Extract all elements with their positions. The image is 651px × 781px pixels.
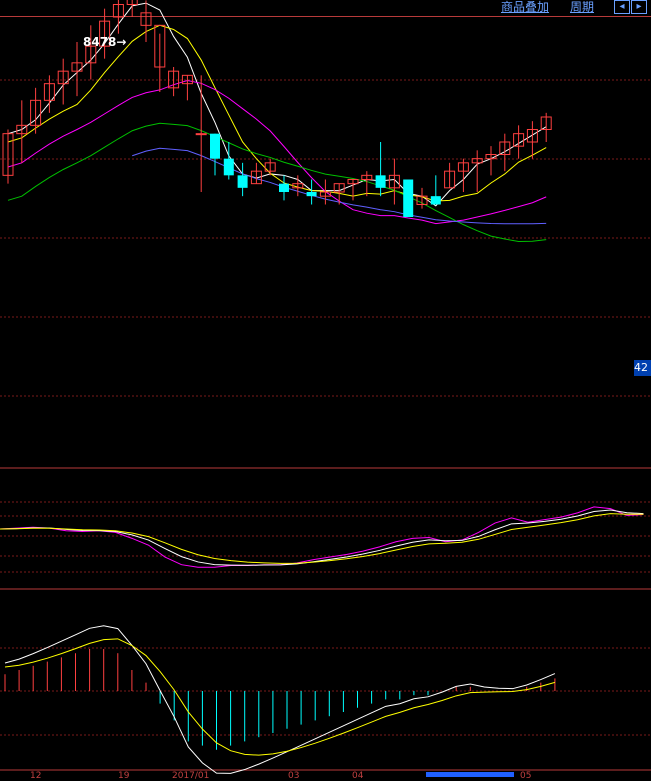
candle-up — [292, 183, 304, 189]
candle-up — [319, 191, 331, 197]
candle-down — [403, 179, 414, 217]
candle-up — [2, 133, 14, 176]
kdj-indicator — [0, 506, 644, 568]
date-label: 12 — [30, 771, 42, 781]
candle-up — [540, 116, 552, 130]
ma20-line — [7, 80, 547, 225]
candle-up — [85, 45, 97, 64]
candle-up — [499, 141, 511, 155]
kdj-k-line — [0, 509, 644, 566]
date-label: 2017/01 — [172, 771, 210, 781]
candle-up — [416, 195, 428, 206]
kdj-j-line — [0, 506, 644, 568]
candle-up — [181, 74, 193, 85]
macd-indicator — [4, 625, 556, 774]
candle-up — [333, 183, 345, 193]
arrow-right-icon[interactable]: ▸ — [631, 0, 647, 14]
arrow-left-icon[interactable]: ◂ — [614, 0, 630, 14]
candle-up — [457, 162, 469, 172]
candle-up — [485, 154, 497, 160]
candle-up — [195, 133, 207, 136]
top-toolbar — [0, 0, 651, 17]
price-axis-label: 42 — [634, 360, 651, 376]
candle-up — [126, 0, 138, 5]
candle-up — [57, 70, 69, 85]
ma5-line — [7, 2, 547, 207]
candle-down — [306, 192, 317, 197]
candle-down — [223, 158, 234, 176]
date-label: 04 — [352, 771, 364, 781]
candle-up — [444, 170, 456, 189]
candle-up — [16, 124, 28, 135]
candle-up — [264, 162, 276, 172]
candle-up — [140, 12, 152, 26]
candle-down — [375, 175, 386, 188]
candle-up — [30, 99, 42, 126]
candle-up — [71, 62, 83, 72]
candle-up — [471, 158, 483, 164]
candle-up — [361, 174, 373, 180]
macd-dea-line — [4, 638, 556, 756]
peak-price-label: 8478→ — [83, 35, 127, 49]
period-link[interactable]: 周期 — [570, 0, 595, 14]
candlestick-series — [2, 0, 552, 217]
candle-up — [112, 4, 124, 18]
ma30-line — [7, 122, 547, 242]
candle-down — [237, 175, 248, 188]
candle-up — [388, 174, 400, 189]
candle-up — [154, 24, 166, 68]
date-label: 03 — [288, 771, 300, 781]
candle-down — [210, 133, 220, 159]
date-label: 19 — [118, 771, 130, 781]
candle-up — [99, 20, 111, 47]
ma10-line — [7, 24, 547, 202]
date-cursor-highlight — [426, 772, 514, 777]
candle-up — [168, 70, 180, 89]
candle-up — [43, 83, 55, 101]
candle-up — [513, 133, 525, 147]
candle-down — [279, 183, 289, 192]
grid-lines — [0, 79, 651, 771]
candle-up — [526, 129, 538, 143]
top-divider — [0, 16, 651, 17]
candle-up — [347, 179, 359, 185]
candle-down — [430, 196, 441, 205]
kdj-d-line — [0, 513, 644, 564]
candle-up — [250, 170, 262, 185]
overlay-commodity-link[interactable]: 商品叠加 — [501, 0, 550, 14]
macd-dif-line — [4, 625, 556, 774]
date-label: 05 — [520, 771, 532, 781]
